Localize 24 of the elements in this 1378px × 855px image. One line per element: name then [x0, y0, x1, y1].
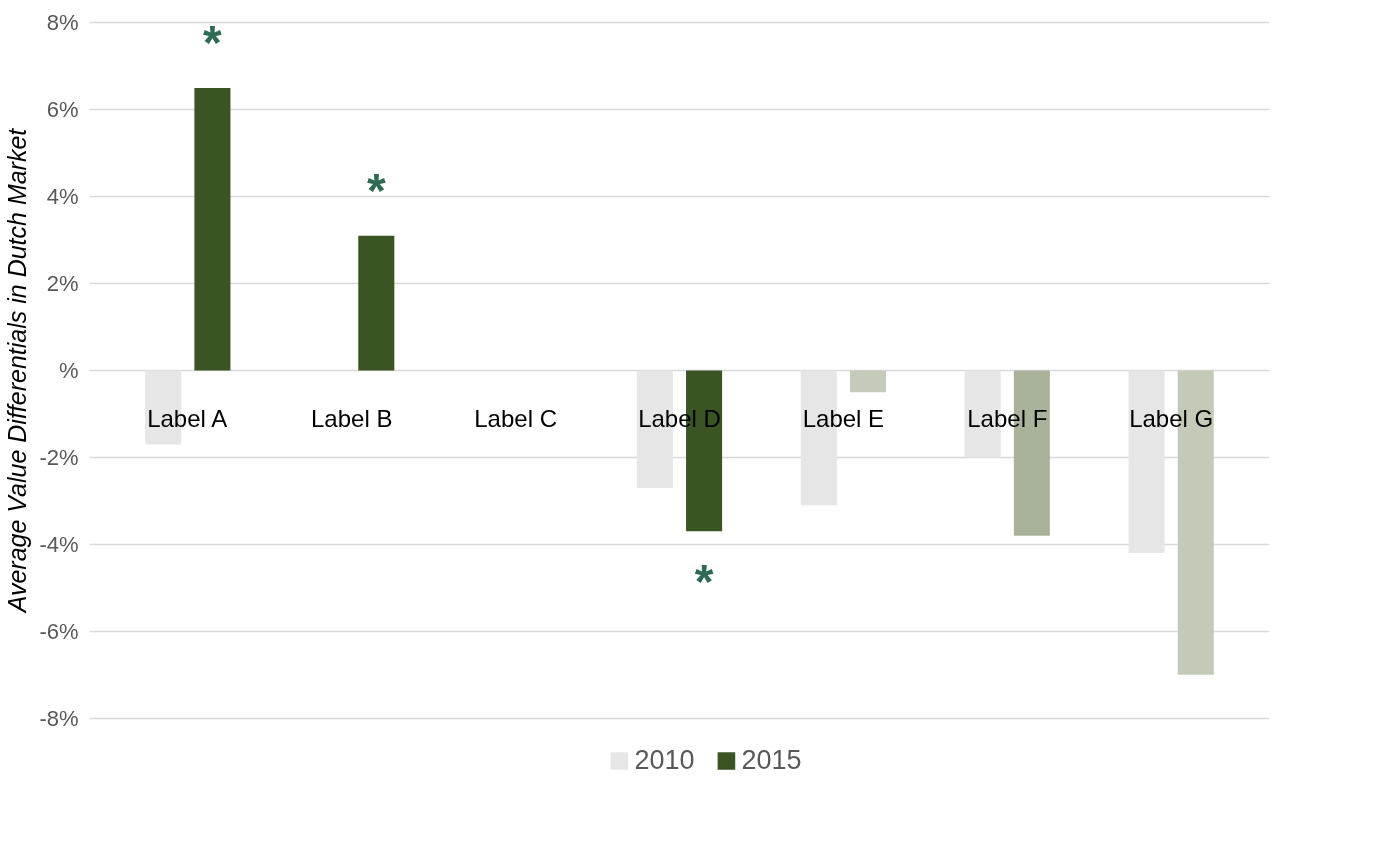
y-tick-label: 8% [46, 10, 79, 36]
x-tick-label: Label B [311, 405, 393, 432]
bar [849, 370, 886, 393]
y-tick-label: -8% [39, 705, 79, 731]
y-tick-label: -2% [39, 444, 79, 470]
x-tick-label: Label A [147, 405, 228, 432]
y-tick-label: 6% [46, 97, 79, 123]
y-tick-label: -6% [39, 618, 79, 644]
data-label: * [366, 164, 386, 218]
y-axis-title: Average Value Differentials in Dutch Market [3, 127, 32, 615]
bar [358, 235, 395, 371]
legend-label: 2010 [634, 744, 695, 776]
x-tick-label: Label G [1129, 405, 1214, 432]
legend-label: 2015 [741, 744, 802, 776]
data-label: * [203, 16, 223, 70]
y-tick-label: 2% [46, 271, 79, 297]
x-tick-label: Label C [474, 405, 557, 432]
x-tick-label: Label E [802, 405, 885, 432]
data-label: * [694, 554, 714, 608]
bar [194, 87, 231, 371]
y-tick-label: 4% [46, 184, 79, 210]
x-tick-label: Label F [967, 405, 1048, 432]
y-tick-label: -4% [39, 531, 79, 557]
y-tick-label: % [58, 358, 79, 383]
